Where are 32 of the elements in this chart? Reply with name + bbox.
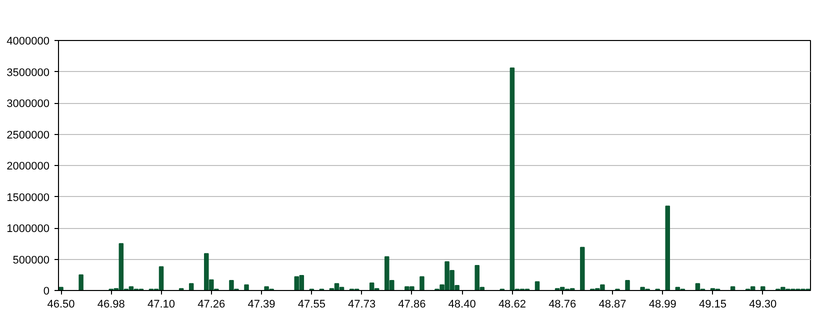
y-tick-label: 4000000 (6, 36, 50, 48)
x-tick-label: 48.99 (648, 298, 676, 310)
x-tick-label: 46.98 (97, 298, 125, 310)
bar (78, 274, 84, 290)
y-tick-label: 1000000 (6, 223, 50, 235)
y-tick-label: 1500000 (6, 192, 50, 204)
bar (188, 283, 194, 290)
x-tick-label: 47.86 (398, 298, 426, 310)
x-tick-label: 48.40 (448, 298, 476, 310)
bar (244, 284, 249, 290)
y-tick-label: 3000000 (6, 98, 50, 110)
x-tick-label: 49.30 (749, 298, 777, 310)
bar (625, 280, 630, 290)
bar (420, 276, 424, 290)
x-tick-label: 47.26 (198, 298, 226, 310)
x-tick-label: 47.55 (298, 298, 326, 310)
x-tick-label: 47.39 (248, 298, 276, 310)
x-tick-label: 47.73 (348, 298, 376, 310)
x-tick-label: 48.87 (598, 298, 626, 310)
bar (580, 246, 585, 290)
bar (760, 286, 766, 290)
y-tick-label: 3500000 (6, 66, 50, 79)
y-tick-label: 500000 (12, 254, 50, 266)
y-tick-label: 2500000 (6, 129, 50, 142)
x-tick-label: 46.50 (47, 298, 75, 310)
x-tick-label: 48.76 (548, 298, 576, 310)
x-tick-label: 49.15 (698, 298, 727, 310)
x-tick-label: 48.62 (498, 298, 526, 310)
y-tick-label: 0 (43, 286, 50, 298)
bar (665, 206, 670, 290)
y-tick-label: 2000000 (6, 160, 50, 172)
x-tick-label: 47.10 (148, 298, 176, 310)
